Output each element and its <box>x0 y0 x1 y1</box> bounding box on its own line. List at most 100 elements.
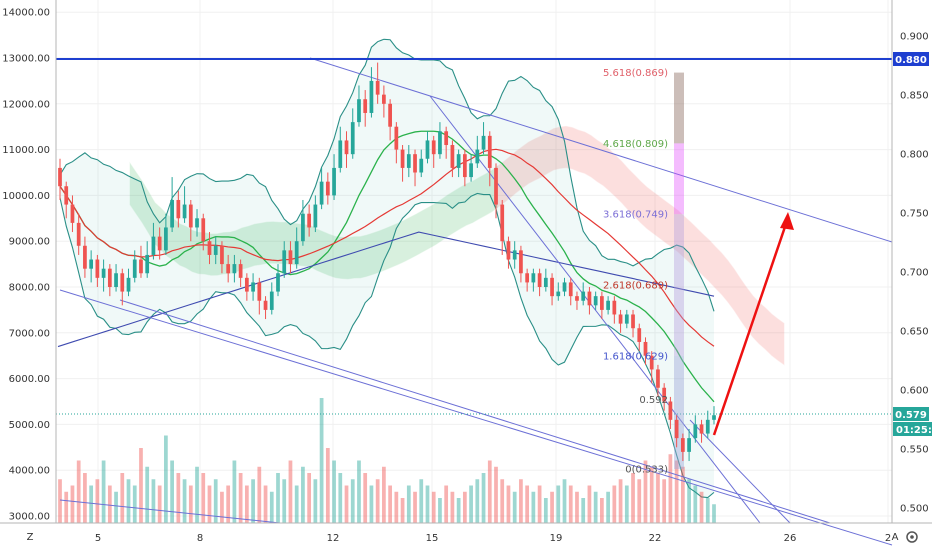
volume-bar <box>475 479 480 523</box>
right-tick-label: 0.850 <box>900 91 929 102</box>
volume-bar <box>120 473 125 523</box>
candle-body <box>693 424 698 439</box>
last-price-label: 0.579 <box>895 410 927 421</box>
candle-body <box>500 204 505 242</box>
x-tick-label: 26 <box>784 533 797 544</box>
candle <box>637 323 642 352</box>
candle-body <box>213 245 218 255</box>
volume-bar <box>512 491 517 523</box>
candle <box>705 410 710 439</box>
volume-bars <box>58 398 716 523</box>
gear-icon[interactable] <box>906 531 918 543</box>
candle <box>369 67 374 118</box>
candle-body <box>687 438 691 452</box>
candle <box>593 291 598 310</box>
volume-bar <box>257 466 262 523</box>
candle <box>375 62 380 104</box>
candle <box>344 131 349 168</box>
left-tick-label: 3000.00 <box>9 512 50 523</box>
candle <box>232 254 237 283</box>
timezone-icon[interactable]: Z <box>27 532 34 543</box>
x-tick-label: 2 <box>885 533 891 544</box>
volume-bar <box>107 485 112 523</box>
fib-level-label: 2.618(0.689) <box>603 280 668 291</box>
candle <box>313 195 318 233</box>
candle <box>687 428 691 462</box>
trend-channel-lines <box>56 57 893 546</box>
candle <box>388 99 392 141</box>
candle-body <box>631 314 635 329</box>
volume-bar <box>282 479 287 523</box>
candle-body <box>600 296 604 310</box>
volume-bar <box>301 466 305 523</box>
candle-body <box>76 222 81 246</box>
candle-body <box>462 154 467 178</box>
candle <box>251 273 255 301</box>
auto-scale-icon[interactable]: A <box>892 532 899 543</box>
right-tick-label: 0.900 <box>900 32 929 43</box>
volume-bar <box>562 479 567 523</box>
candle <box>294 227 299 269</box>
channel-line <box>59 289 893 546</box>
volume-bar <box>58 479 62 523</box>
candle <box>307 204 312 237</box>
volume-bar <box>568 485 573 523</box>
candle-body <box>382 94 386 104</box>
candle-body <box>263 300 268 310</box>
volume-bar <box>656 473 660 523</box>
moving-averages <box>57 130 715 403</box>
candle <box>195 209 199 237</box>
candle-body <box>388 103 392 127</box>
candle-body <box>145 254 150 274</box>
left-tick-label: 8000.00 <box>9 283 50 294</box>
candle <box>649 351 654 384</box>
volume-bar <box>213 479 218 523</box>
right-axis-ticks: 0.900 0.850 0.800 0.750 0.700 0.650 0.600 0.550… <box>900 32 929 515</box>
left-tick-label: 14000.00 <box>2 8 50 19</box>
volume-bar <box>101 460 106 523</box>
candle <box>618 309 623 333</box>
candle <box>282 241 287 278</box>
candle <box>139 245 143 278</box>
candle-body <box>375 80 380 95</box>
candle <box>145 241 150 278</box>
volume-bar <box>89 485 94 523</box>
channel-line <box>689 419 791 524</box>
candle <box>519 245 523 283</box>
volume-bar <box>207 485 212 523</box>
right-tick-label: 0.650 <box>900 327 929 338</box>
volume-bar <box>537 485 542 523</box>
candle <box>512 241 517 269</box>
candle-body <box>363 99 368 113</box>
left-tick-label: 9000.00 <box>9 237 50 248</box>
candle <box>157 227 162 260</box>
candle-body <box>674 419 679 439</box>
volume-bar <box>550 491 554 523</box>
last-price-tag: 0.579 01:25:03 <box>893 407 932 436</box>
volume-bar <box>450 491 455 523</box>
candle-body <box>338 140 343 168</box>
candle-body <box>699 424 704 434</box>
volume-bar <box>431 491 436 523</box>
volume-bar <box>500 479 505 523</box>
candle-body <box>712 415 716 420</box>
volume-bar <box>637 479 642 523</box>
candle <box>562 277 567 297</box>
candle <box>475 135 480 168</box>
volume-bar <box>363 473 368 523</box>
candle <box>531 268 536 292</box>
candle <box>680 433 685 462</box>
candle <box>83 236 87 278</box>
candle-body <box>126 277 131 292</box>
left-tick-label: 6000.00 <box>9 374 50 385</box>
candle <box>438 122 442 159</box>
volume-bar <box>543 498 548 523</box>
volume-bar <box>188 485 193 523</box>
candle-body <box>481 135 486 150</box>
candle-body <box>301 213 305 242</box>
volume-bar <box>438 498 442 523</box>
right-tick-label: 0.600 <box>900 386 929 397</box>
volume-bar <box>307 473 312 523</box>
candle <box>606 296 610 315</box>
